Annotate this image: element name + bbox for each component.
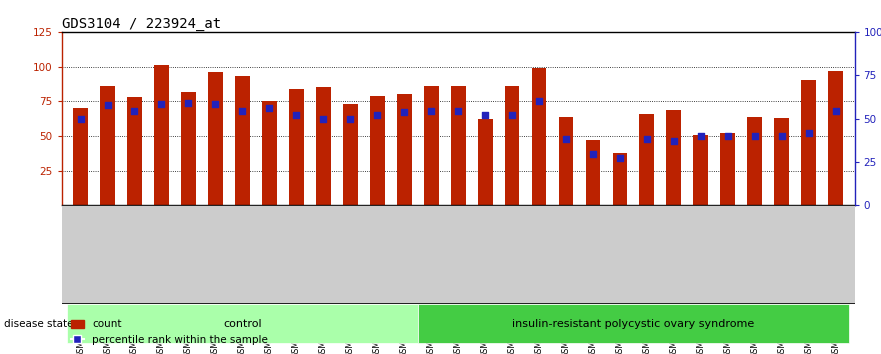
Point xyxy=(289,112,303,118)
Bar xyxy=(747,116,762,205)
Point xyxy=(640,136,654,142)
Point xyxy=(397,109,411,115)
Bar xyxy=(262,101,277,205)
Point xyxy=(532,98,546,104)
Bar xyxy=(478,119,492,205)
Bar xyxy=(721,133,736,205)
Bar xyxy=(505,86,520,205)
FancyBboxPatch shape xyxy=(418,304,849,343)
Bar xyxy=(181,92,196,205)
Point xyxy=(478,112,492,118)
Point xyxy=(721,133,735,139)
Bar xyxy=(208,72,223,205)
Point xyxy=(774,133,788,139)
Bar xyxy=(828,71,843,205)
Bar xyxy=(586,140,600,205)
Point xyxy=(424,108,438,114)
Bar xyxy=(451,86,465,205)
Text: control: control xyxy=(223,319,262,329)
Point xyxy=(181,100,196,105)
Bar xyxy=(316,87,330,205)
Bar xyxy=(396,94,411,205)
Point xyxy=(128,108,142,114)
Point xyxy=(154,101,168,107)
Legend: count, percentile rank within the sample: count, percentile rank within the sample xyxy=(67,315,272,349)
Point xyxy=(316,116,330,122)
Point xyxy=(451,108,465,114)
Bar xyxy=(127,97,142,205)
Point xyxy=(505,112,519,118)
Bar xyxy=(154,65,169,205)
Point xyxy=(613,155,627,161)
Bar xyxy=(612,153,627,205)
Bar xyxy=(370,96,385,205)
Bar xyxy=(559,116,574,205)
Point xyxy=(748,133,762,139)
Bar xyxy=(343,104,358,205)
Bar xyxy=(235,76,250,205)
Point xyxy=(263,105,277,111)
Bar xyxy=(424,86,439,205)
Bar xyxy=(693,135,708,205)
Point xyxy=(73,116,87,122)
Bar xyxy=(774,118,789,205)
Text: disease state ▶: disease state ▶ xyxy=(4,319,85,329)
Point xyxy=(344,116,358,122)
Point xyxy=(667,139,681,144)
Point xyxy=(559,136,573,142)
Text: GDS3104 / 223924_at: GDS3104 / 223924_at xyxy=(62,17,221,31)
Bar xyxy=(73,108,88,205)
Bar xyxy=(100,86,115,205)
Point xyxy=(208,101,222,107)
Point xyxy=(370,112,384,118)
Bar xyxy=(802,80,816,205)
Point xyxy=(235,108,249,114)
Bar xyxy=(666,110,681,205)
Bar xyxy=(640,114,655,205)
FancyBboxPatch shape xyxy=(67,304,418,343)
Point xyxy=(694,133,708,139)
Text: insulin-resistant polycystic ovary syndrome: insulin-resistant polycystic ovary syndr… xyxy=(512,319,754,329)
Point xyxy=(100,103,115,108)
Point xyxy=(586,151,600,157)
Bar xyxy=(289,89,304,205)
Bar xyxy=(531,68,546,205)
Point xyxy=(802,130,816,136)
Point xyxy=(829,108,843,114)
